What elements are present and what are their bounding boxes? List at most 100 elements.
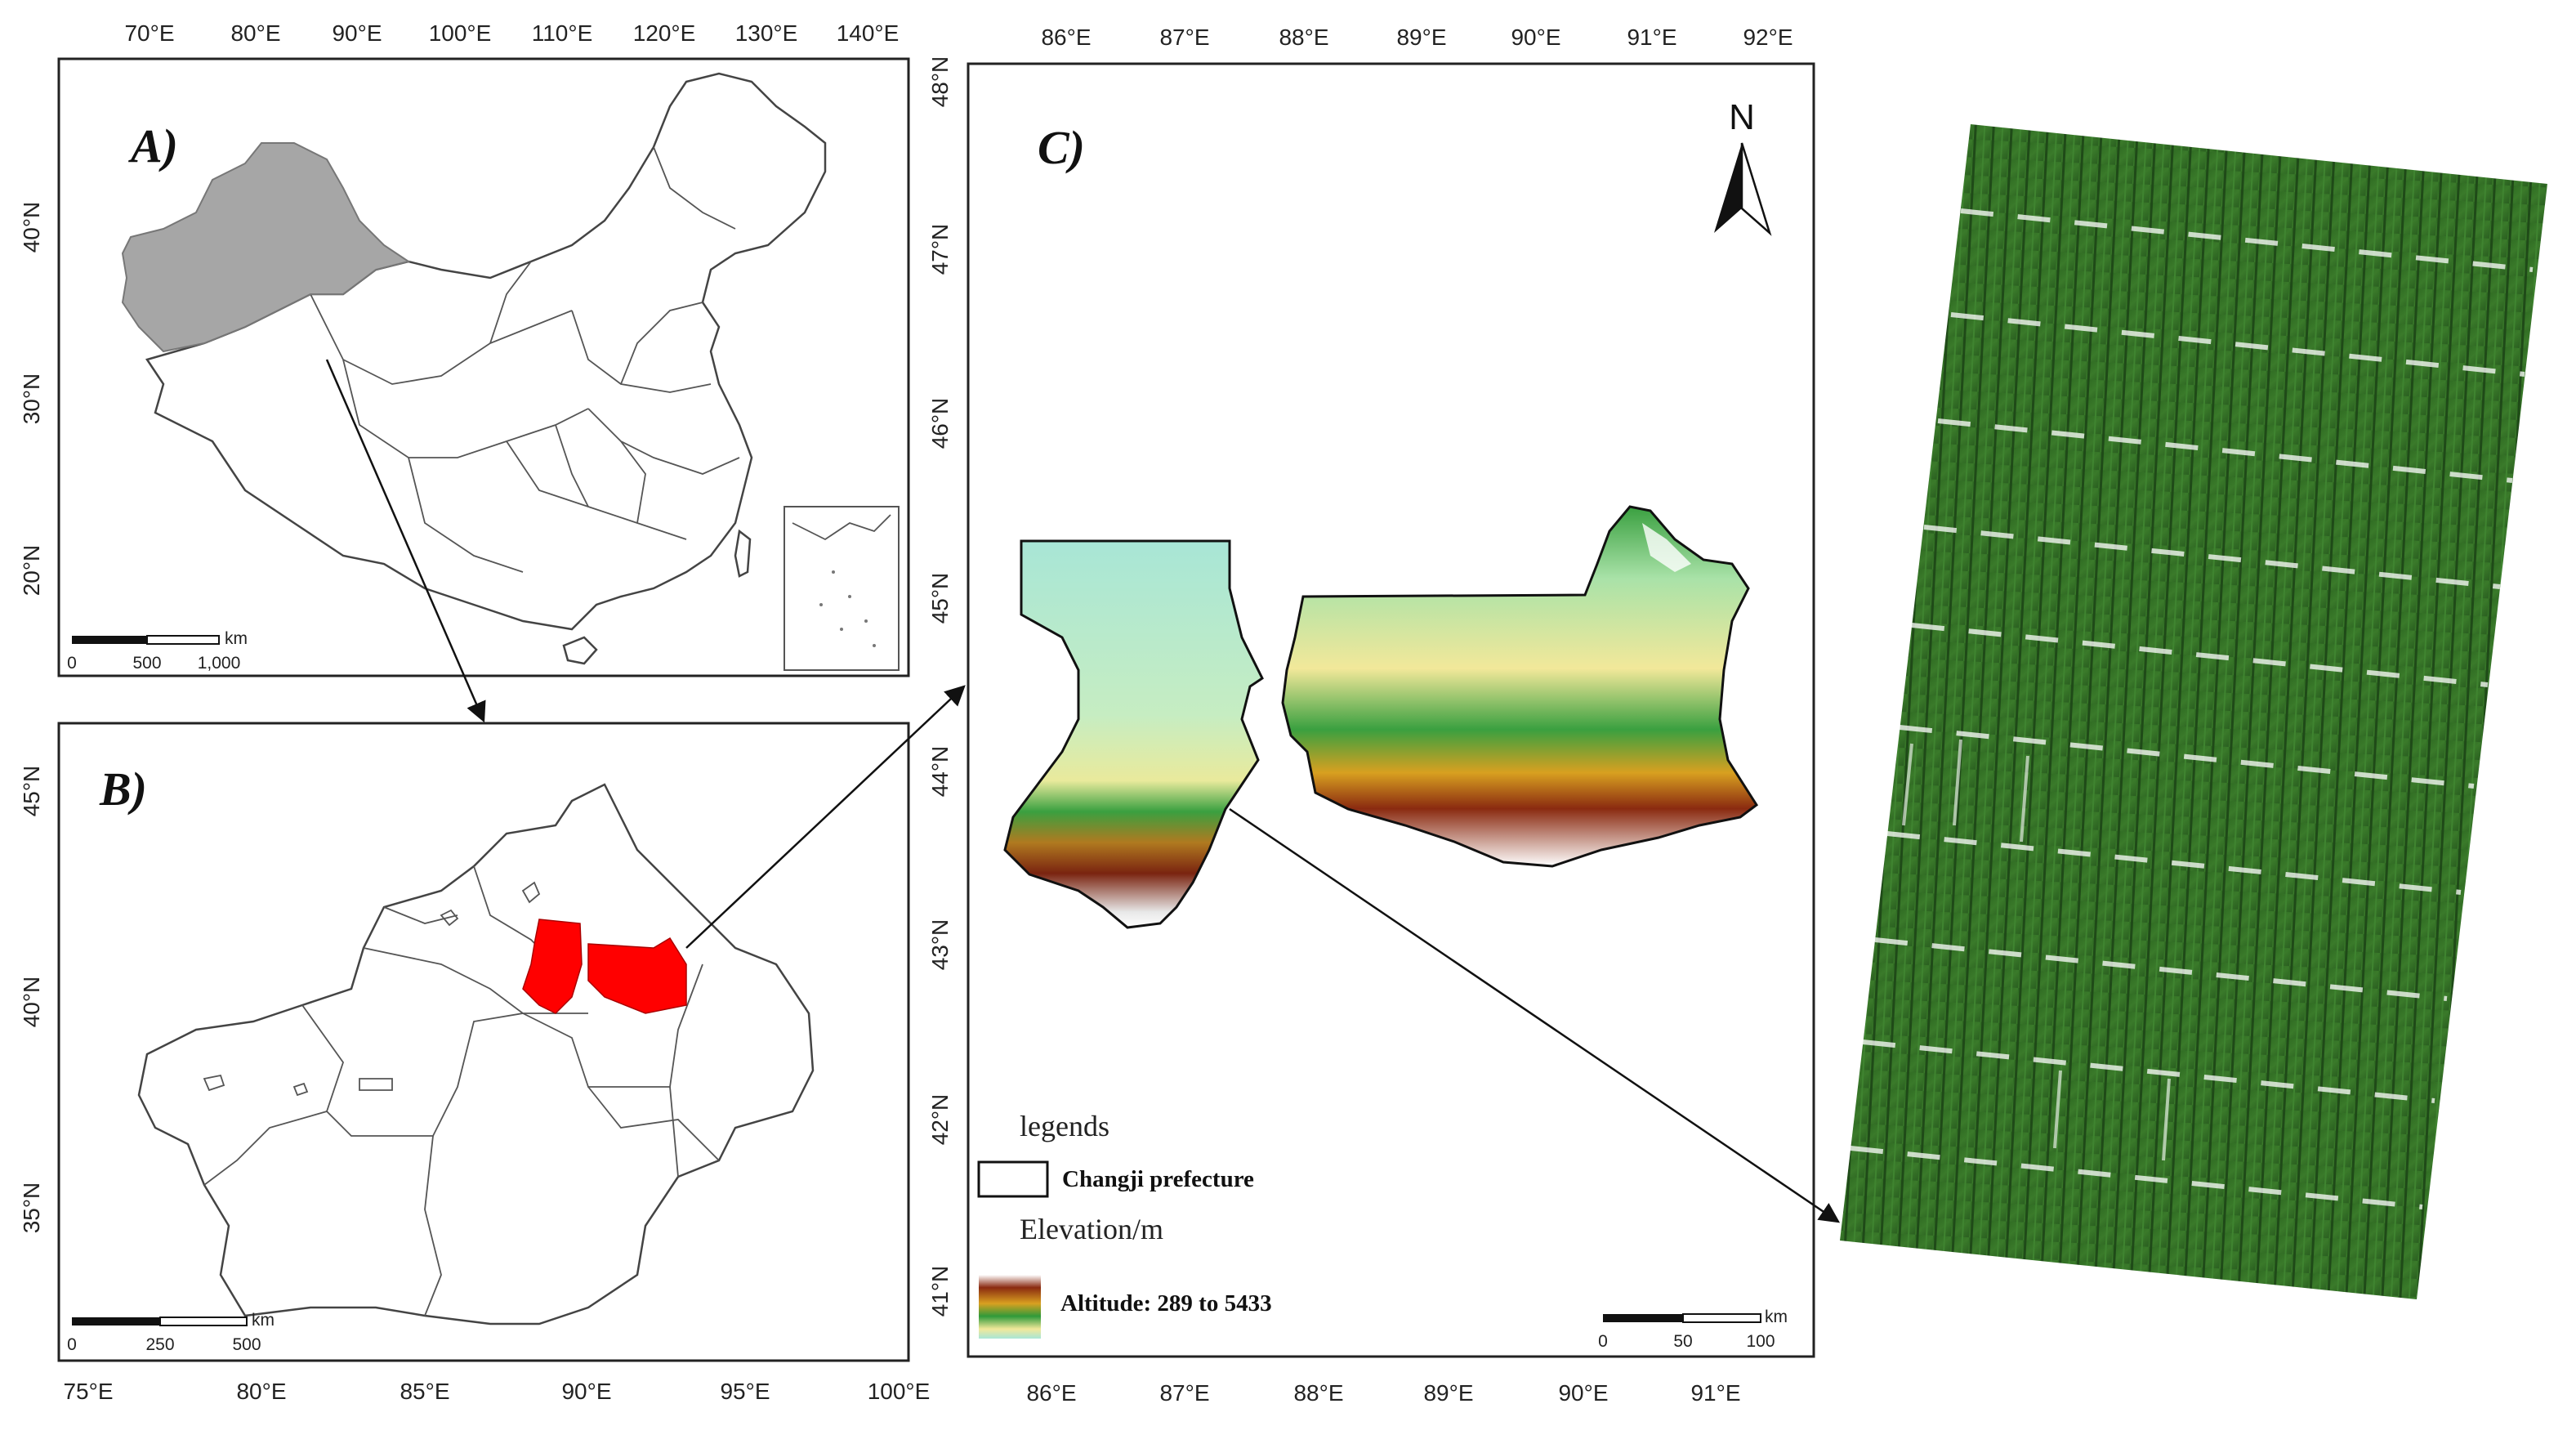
scale-unit: km [252,1311,275,1330]
tick-label: 86°E [1026,1380,1076,1406]
changji-study-area [522,919,687,1014]
arrow-c-to-field [1229,807,1841,1223]
panel-b-label: B) [99,762,147,816]
tick-label: 70°E [124,20,174,46]
xinjiang-lakes [203,881,541,1097]
tick-label: 20°N [19,545,44,597]
panel-b-bottom-ticks: 75°E 80°E 85°E 90°E 95°E 100°E [63,1379,930,1404]
panel-b-left-ticks: 45°N 40°N 35°N [19,766,44,1234]
scale-tick: 500 [232,1335,261,1354]
legend-elevation-title: Elevation/m [1020,1213,1163,1245]
changji-west-terrain [1003,539,1264,929]
tick-label: 90°E [332,20,382,46]
panel-c-top-ticks: 86°E 87°E 88°E 89°E 90°E 91°E 92°E [1041,25,1792,50]
arrow-a-to-b [325,359,486,723]
tick-label: 89°E [1396,25,1446,50]
xinjiang-prefectures [203,865,720,1317]
north-arrow-icon: N [1714,97,1772,236]
east-peak-snow [1642,523,1691,572]
panel-c-bottom-ticks: 86°E 87°E 88°E 89°E 90°E 91°E [1026,1380,1740,1406]
legend-elevation-ramp [979,1275,1041,1339]
tick-label: 90°E [561,1379,611,1404]
tick-label: 87°E [1159,1380,1209,1406]
tick-label: 87°E [1159,25,1209,50]
changji-east-terrain [1281,505,1759,868]
scale-tick: 250 [145,1335,174,1354]
panel-c: 86°E 87°E 88°E 89°E 90°E 91°E 92°E 86°E … [927,25,1815,1406]
legend-boundary-swatch [977,1160,1049,1198]
scale-unit: km [225,629,248,648]
scale-tick: 0 [67,1335,77,1354]
china-outline [145,72,827,631]
tick-label: 88°E [1279,25,1328,50]
legend-boundary-label: Changji prefecture [1062,1166,1254,1192]
tick-label: 86°E [1041,25,1091,50]
panel-a-top-ticks: 70°E 80°E 90°E 100°E 110°E 120°E 130°E 1… [124,20,899,46]
taiwan-island [734,529,752,578]
panel-b-scale-bar: km 0 250 500 [67,1311,275,1354]
tick-label: 92°E [1743,25,1792,50]
tick-label: 90°E [1511,25,1560,50]
panel-c-legend: legends Changji prefecture Elevation/m A… [977,1110,1272,1339]
panel-c-left-ticks: 48°N 47°N 46°N 45°N 44°N 43°N 42°N 41°N [927,56,953,1317]
tick-label: 45°N [19,766,44,817]
panel-b: 75°E 80°E 85°E 90°E 95°E 100°E 45°N 40°N… [19,722,930,1404]
scale-tick: 0 [1598,1332,1608,1351]
tick-label: 80°E [230,20,280,46]
tick-label: 91°E [1627,25,1676,50]
inset-islands [819,570,876,647]
tick-label: 100°E [429,20,492,46]
scale-tick: 500 [132,654,161,673]
legend-altitude-label: Altitude: 289 to 5433 [1060,1290,1272,1317]
connector-arrows [325,359,1841,1223]
field-plot-gaps [1850,208,2534,1209]
panel-c-scale-bar: km 0 50 100 [1598,1308,1788,1351]
south-china-sea-inset [784,506,900,671]
china-provinces [310,146,740,573]
hainan-island [562,636,598,665]
panel-a: 70°E 80°E 90°E 100°E 110°E 120°E 130°E 1… [19,20,910,677]
arrow-b-to-c [685,685,966,949]
panel-a-left-ticks: 40°N 30°N 20°N [19,202,44,597]
north-label: N [1729,97,1755,137]
tick-label: 140°E [837,20,900,46]
inset-coast [792,514,891,541]
tick-label: 45°N [927,573,953,624]
scale-tick: 50 [1673,1332,1692,1351]
tick-label: 90°E [1558,1380,1608,1406]
scale-tick: 0 [67,654,77,673]
tick-label: 120°E [633,20,696,46]
tick-label: 30°N [19,373,44,425]
field-background [1840,124,2547,1299]
tick-label: 80°E [236,1379,286,1404]
xinjiang-outline [137,783,815,1325]
tick-label: 44°N [927,746,953,798]
tick-label: 40°N [19,202,44,253]
crop-field-image [1840,124,2547,1299]
tick-label: 75°E [63,1379,113,1404]
tick-label: 35°N [19,1182,44,1234]
scale-tick: 1,000 [198,654,241,673]
tick-label: 41°N [927,1266,953,1317]
legend-title: legends [1020,1110,1109,1142]
tick-label: 46°N [927,398,953,449]
tick-label: 89°E [1423,1380,1473,1406]
tick-label: 95°E [720,1379,770,1404]
field-vertical-gaps [1902,739,2171,1161]
tick-label: 40°N [19,977,44,1028]
tick-label: 85°E [400,1379,449,1404]
tick-label: 47°N [927,224,953,275]
panel-a-scale-bar: km 0 500 1,000 [67,629,248,673]
xinjiang-highlight [121,142,411,353]
tick-label: 88°E [1293,1380,1343,1406]
tick-label: 130°E [735,20,798,46]
tick-label: 91°E [1690,1380,1740,1406]
panel-c-label: C) [1038,121,1085,174]
tick-label: 43°N [927,919,953,971]
tick-label: 100°E [868,1379,931,1404]
panel-a-label: A) [128,119,178,172]
scale-unit: km [1765,1308,1788,1326]
tick-label: 42°N [927,1094,953,1146]
tick-label: 48°N [927,56,953,108]
